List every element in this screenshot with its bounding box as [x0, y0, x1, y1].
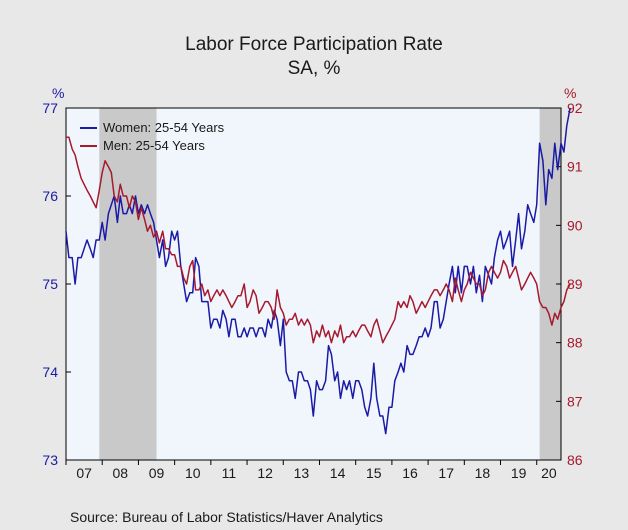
x-tick-label: 07: [76, 465, 92, 481]
left-tick-label: 75: [42, 276, 58, 292]
x-tick-label: 13: [294, 465, 310, 481]
right-axis-unit: %: [564, 85, 576, 101]
right-tick-label: 86: [567, 452, 583, 468]
x-tick-label: 10: [185, 465, 201, 481]
series-line-0: [65, 107, 571, 435]
left-axis-unit: %: [52, 85, 64, 101]
right-tick-label: 88: [567, 335, 583, 351]
x-tick-label: 20: [541, 465, 557, 481]
legend-label-1: Men: 25-54 Years: [103, 138, 205, 153]
x-tick-label: 19: [511, 465, 527, 481]
plot-area: 73 74 75 76 77 86 87 88 89 90 91 92 07 08 09 10 11 12 13 14…: [42, 100, 582, 481]
left-tick-label: 76: [42, 188, 58, 204]
right-tick-label: 92: [567, 100, 583, 116]
left-tick-label: 74: [42, 364, 58, 380]
recession-band-0: [99, 108, 157, 460]
x-tick-label: 09: [149, 465, 165, 481]
series-line-1: [66, 136, 571, 344]
right-tick-label: 91: [567, 159, 583, 175]
right-tick-label: 87: [567, 393, 583, 409]
x-tick-label: 15: [366, 465, 382, 481]
x-tick-label: 14: [330, 465, 346, 481]
chart-subtitle: SA, %: [288, 58, 341, 79]
x-tick-label: 17: [438, 465, 454, 481]
left-tick-label: 77: [42, 100, 58, 116]
x-tick-label: 08: [113, 465, 129, 481]
x-tick-label: 12: [257, 465, 273, 481]
right-tick-label: 89: [567, 276, 583, 292]
x-tick-label: 18: [475, 465, 491, 481]
left-tick-label: 73: [42, 452, 58, 468]
source-note: Source: Bureau of Labor Statistics/Haver…: [70, 509, 383, 525]
x-tick-label: 11: [222, 465, 237, 481]
right-tick-label: 90: [567, 217, 583, 233]
x-tick-label: 16: [402, 465, 418, 481]
legend-label-0: Women: 25-54 Years: [103, 120, 225, 135]
chart-title: Labor Force Participation Rate: [185, 34, 443, 55]
